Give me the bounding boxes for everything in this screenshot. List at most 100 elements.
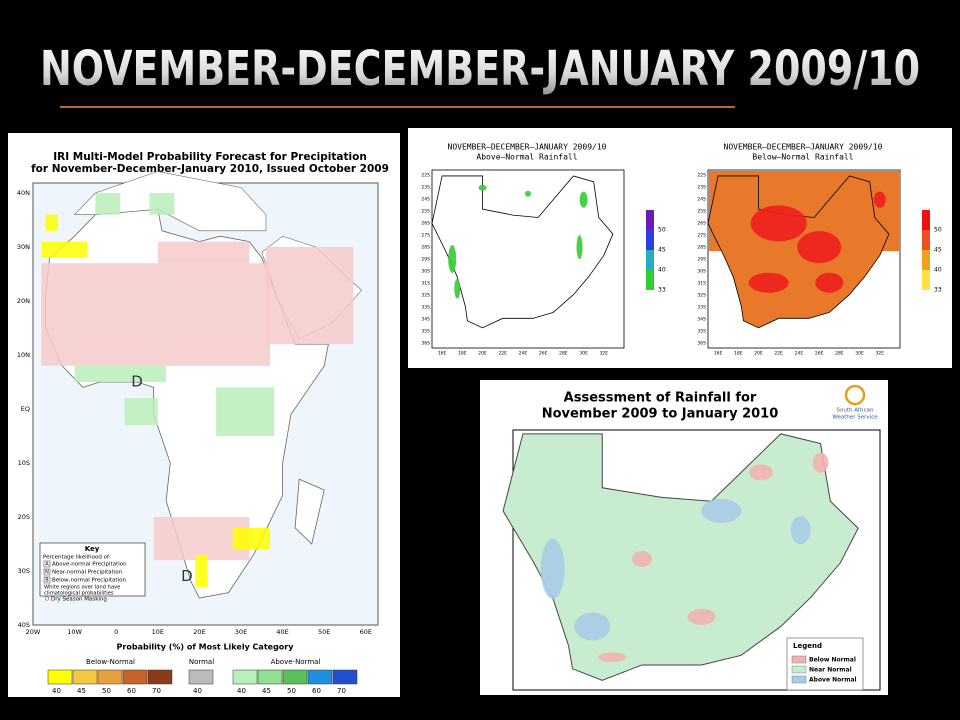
scale-swatch: [257, 669, 283, 685]
lat-label: 25S: [421, 209, 430, 215]
lon-label: 60E: [360, 628, 372, 636]
legend-swatch: [791, 665, 807, 674]
logo-text: Weather Service: [832, 415, 878, 421]
lat-label: 20N: [17, 297, 30, 305]
colorbar-label: 33: [658, 287, 666, 294]
key-title: Key: [85, 545, 100, 553]
lat-label: 40S: [18, 621, 30, 629]
lon-label: 32E: [876, 351, 885, 357]
lon-label: 26E: [815, 351, 824, 357]
lat-label: 29S: [697, 257, 706, 263]
key-letter: N: [45, 570, 49, 576]
scale-level: 60: [312, 687, 321, 695]
scale-level: 40: [52, 687, 61, 695]
lat-label: 25S: [697, 209, 706, 215]
key-note: climatological probabilities: [44, 591, 114, 597]
colorbar-step: [922, 230, 930, 250]
colorbar-step: [646, 250, 654, 270]
below-patch: [41, 241, 88, 258]
lat-label: 23S: [697, 185, 706, 191]
lon-label: 24E: [795, 351, 804, 357]
colorbar-step: [646, 230, 654, 250]
lat-label: 36S: [421, 341, 430, 347]
lon-label: 28E: [559, 351, 568, 357]
lat-label: 31S: [421, 281, 430, 287]
land: [431, 175, 614, 329]
island: [294, 478, 325, 545]
lat-label: 32S: [697, 293, 706, 299]
lon-label: 20E: [754, 351, 763, 357]
below-patch: [195, 554, 208, 588]
lon-label: 30E: [855, 351, 864, 357]
rain-anomaly: [797, 231, 842, 264]
lon-label: 24E: [519, 351, 528, 357]
lat-label: 32S: [421, 293, 430, 299]
lat-label: 30S: [697, 269, 706, 275]
colorbar-label: 50: [658, 227, 666, 234]
key-text: Near-normal Precipitation: [52, 570, 123, 576]
lon-label: 18E: [458, 351, 467, 357]
colorbar-step: [646, 210, 654, 230]
assessment-title: Assessment of Rainfall for: [564, 391, 757, 406]
above-patch: [74, 365, 167, 382]
scale-level: 45: [262, 687, 271, 695]
lat-label: 28S: [697, 245, 706, 251]
region-letter: D: [181, 567, 193, 585]
lon-label: 50E: [318, 628, 330, 636]
scale-swatch: [97, 669, 123, 685]
lat-label: 31S: [697, 281, 706, 287]
scale-level: 50: [287, 687, 296, 695]
key-dry-letter: D: [45, 597, 49, 603]
lat-label: 27S: [421, 233, 430, 239]
lon-label: 0: [114, 628, 118, 636]
rain-anomaly: [448, 245, 457, 273]
scale-level: 40: [193, 687, 202, 695]
rain-anomaly: [750, 205, 807, 242]
scale-level: 40: [237, 687, 246, 695]
map-subtitle: Below—Normal Rainfall: [752, 153, 853, 162]
lat-label: 30N: [17, 243, 30, 251]
colorbar-label: 50: [934, 227, 942, 234]
scale-level: 70: [337, 687, 346, 695]
rain-assessment: [790, 516, 811, 545]
lon-label: 22E: [774, 351, 783, 357]
lat-label: 29S: [421, 257, 430, 263]
key-text: Above-normal Precipitation: [52, 562, 127, 568]
below-patch: [45, 214, 58, 231]
map-subtitle: Above—Normal Rainfall: [476, 153, 577, 162]
lon-label: 20E: [478, 351, 487, 357]
scale-swatch: [282, 669, 308, 685]
rain-assessment: [574, 612, 611, 641]
lat-label: 24S: [697, 197, 706, 203]
lat-label: 40N: [17, 189, 30, 197]
key-subtitle: Percentage likelihood of:: [43, 555, 111, 561]
scale-group-label: Normal: [189, 658, 214, 666]
rain-assessment: [748, 464, 773, 481]
above-patch: [95, 193, 121, 215]
lat-label: 33S: [421, 305, 430, 311]
dry-mask: [265, 247, 354, 345]
rain-assessment: [598, 652, 627, 663]
lon-label: 40E: [276, 628, 288, 636]
logo-text: South African: [837, 408, 874, 414]
lon-label: 10E: [152, 628, 164, 636]
lat-label: 22S: [421, 173, 430, 179]
rain-assessment: [631, 551, 652, 568]
scale-swatch: [72, 669, 98, 685]
scale-swatch: [147, 669, 173, 685]
assessment-title: November 2009 to January 2010: [542, 407, 779, 422]
rain-anomaly: [748, 272, 789, 293]
rain-assessment: [540, 538, 565, 599]
lon-label: 10W: [67, 628, 82, 636]
lon-label: 22E: [498, 351, 507, 357]
logo-mark: [844, 384, 866, 406]
scale-group-label: Above-Normal: [271, 658, 321, 666]
colorbar-step: [646, 270, 654, 290]
rain-anomaly: [815, 272, 844, 293]
lon-label: 18E: [734, 351, 743, 357]
lat-label: 26S: [697, 221, 706, 227]
lat-label: 35S: [697, 329, 706, 335]
colorbar-label: 45: [934, 247, 942, 254]
slide-title: NOVEMBER-DECEMBER-JANUARY 2009/10: [40, 41, 920, 97]
